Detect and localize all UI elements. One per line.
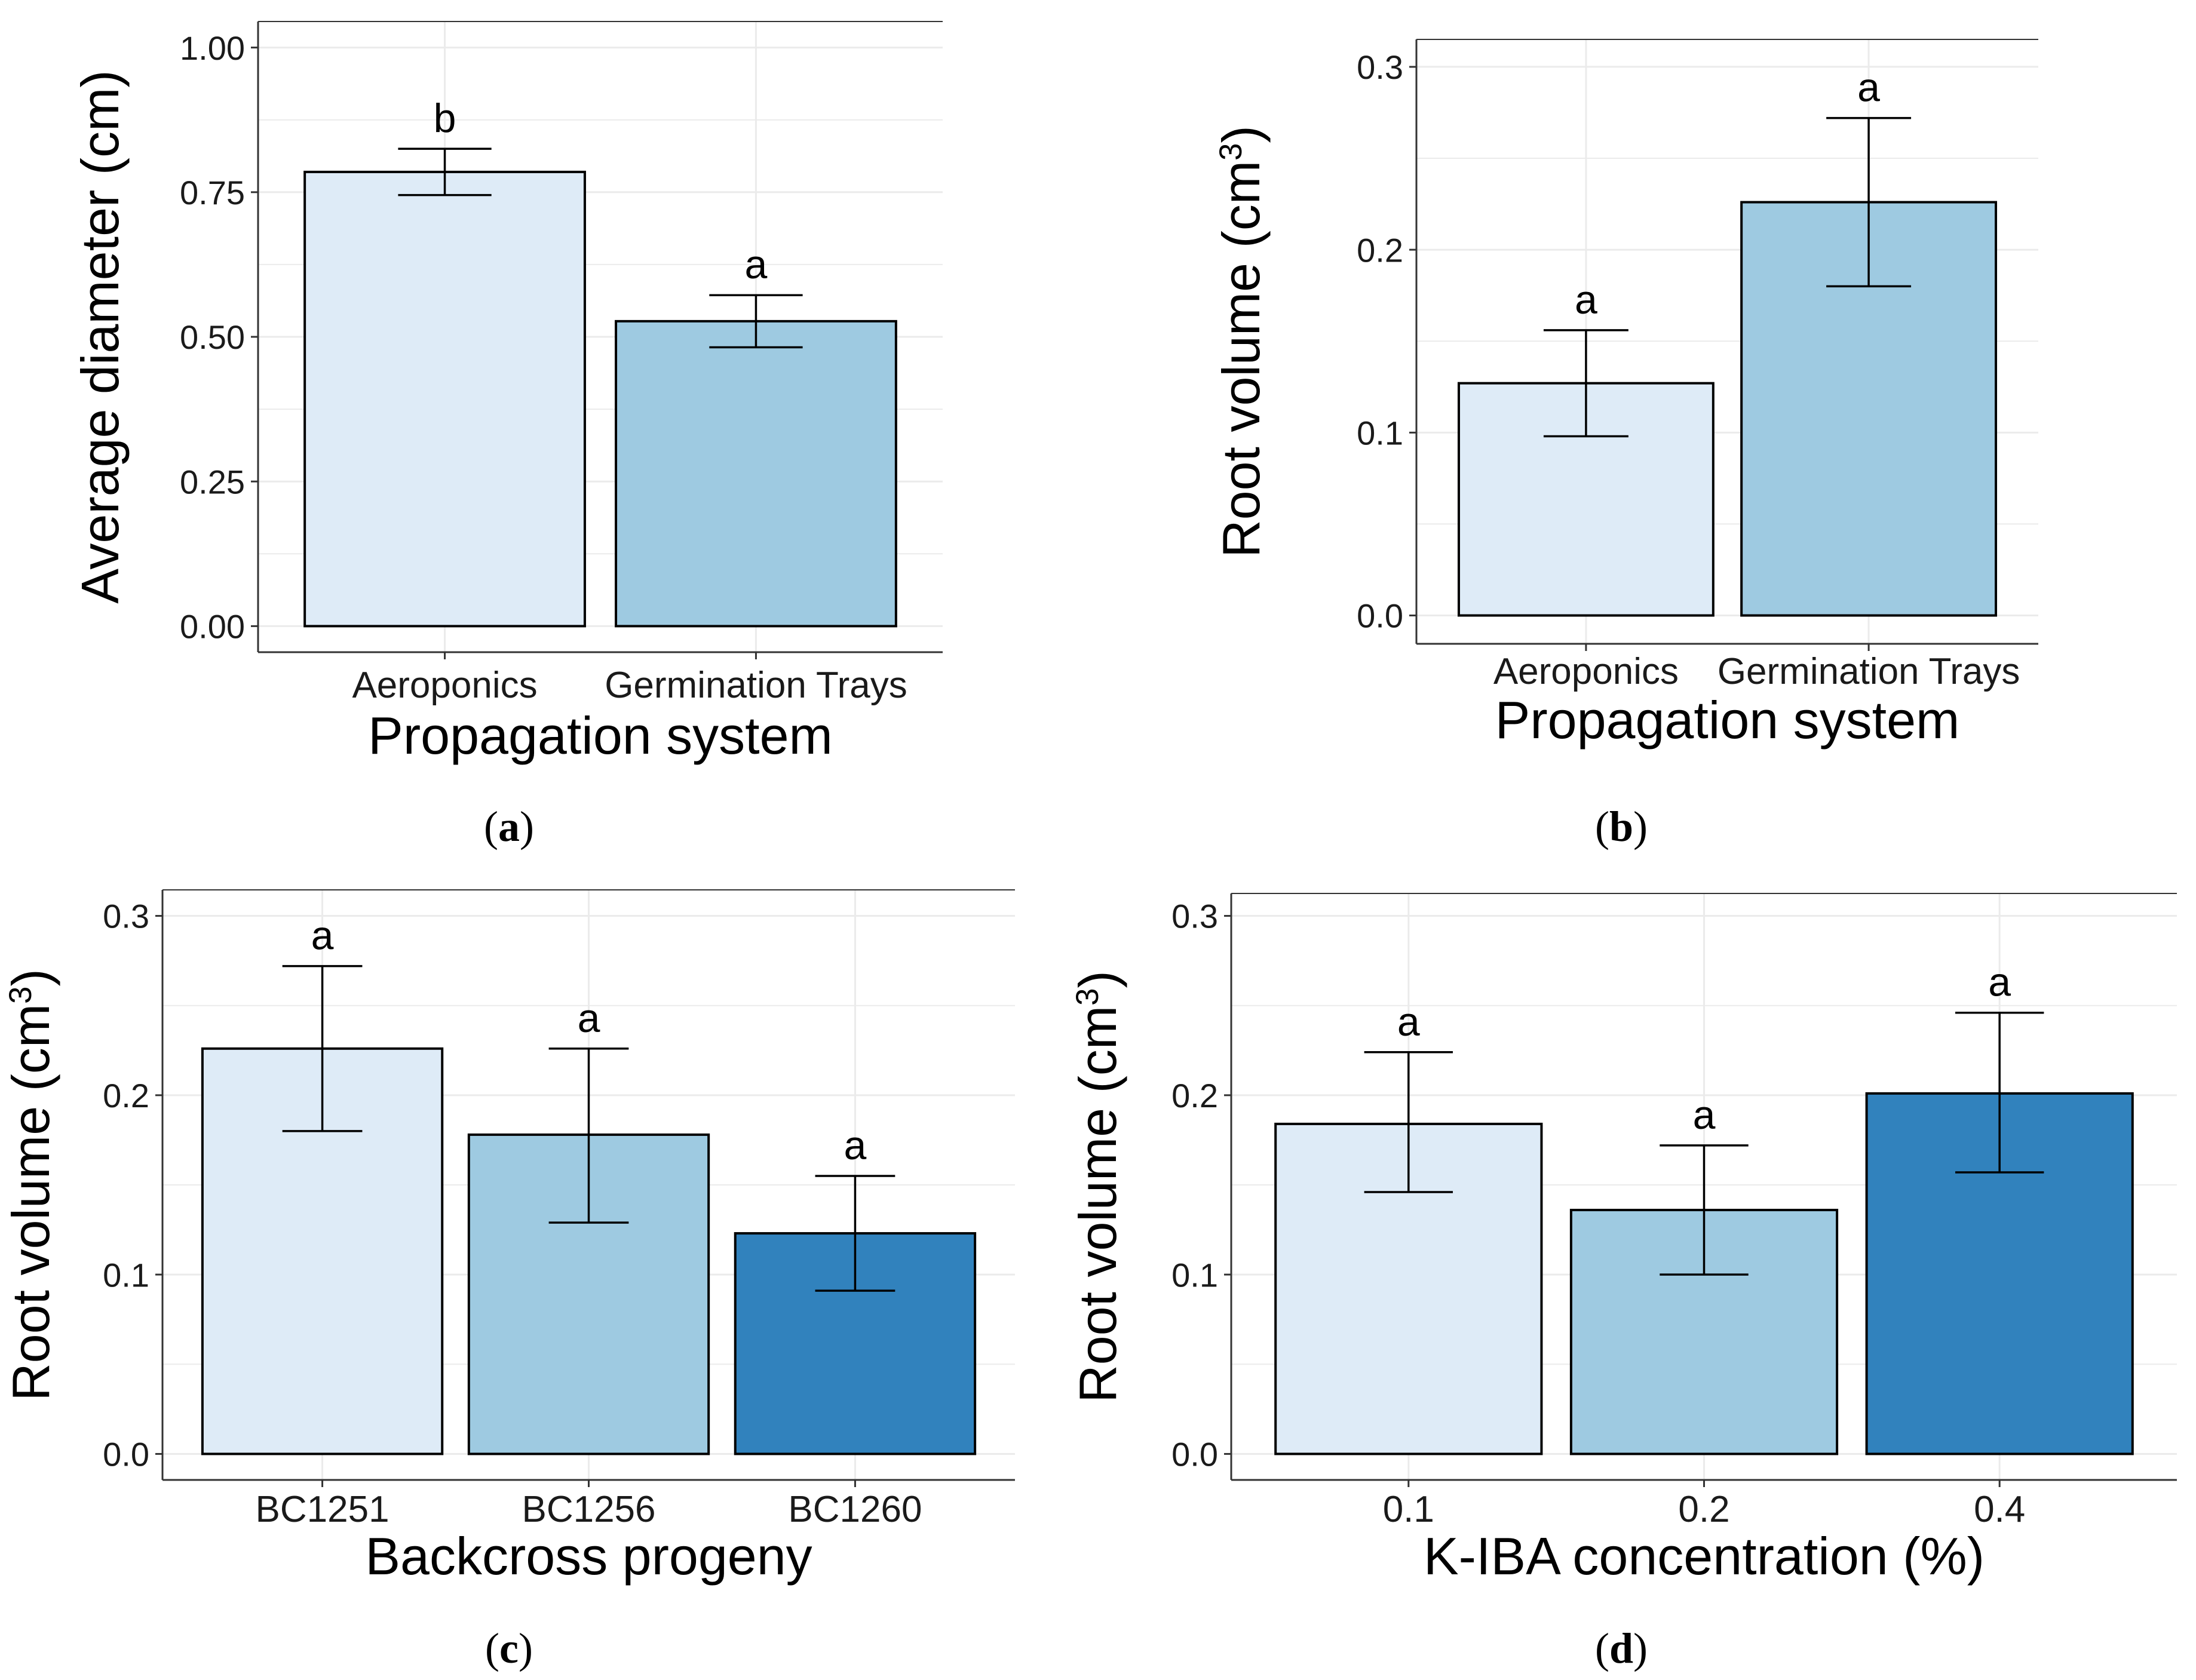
panel-caption-letter: b xyxy=(1609,803,1633,850)
significance-letter: a xyxy=(1397,999,1420,1045)
y-axis-label: Root volume (cm3) xyxy=(1068,970,1127,1403)
panel-caption-close: ) xyxy=(519,1624,533,1672)
significance-letter: b xyxy=(434,96,456,141)
y-tick-label: 0.3 xyxy=(1171,898,1218,935)
significance-letter: a xyxy=(1575,277,1597,323)
y-axis-label-main: Root volume (cm xyxy=(1,1004,60,1401)
y-tick-label: 1.00 xyxy=(180,29,245,67)
significance-letter: a xyxy=(1693,1092,1716,1138)
y-tick-label: 0.1 xyxy=(1171,1256,1218,1294)
panel-b: a Aeroponics a Germination Trays 0.0 0.1 0.2 0.… xyxy=(1212,39,2038,850)
x-tick-label: Aeroponics xyxy=(352,665,537,706)
y-tick-label: 0.50 xyxy=(180,318,245,356)
bar-aeroponics xyxy=(303,170,586,628)
error-bar xyxy=(282,965,363,1132)
y-axis-label-superscript: 3 xyxy=(1070,988,1105,1005)
x-axis-label: Propagation system xyxy=(368,706,833,765)
y-axis-label-main: Average diameter (cm) xyxy=(70,70,130,603)
x-axis-label: Backcross progeny xyxy=(365,1527,812,1586)
y-tick-label: 0.00 xyxy=(180,608,245,646)
significance-letter: a xyxy=(578,996,600,1041)
panel-caption: (b) xyxy=(1595,803,1648,850)
y-tick-label: 0.3 xyxy=(1357,48,1403,86)
significance-letter: a xyxy=(311,913,334,959)
panel-caption-close: ) xyxy=(520,803,534,850)
x-tick-label: BC1251 xyxy=(256,1489,389,1530)
y-axis-label: Root volume (cm3) xyxy=(1212,125,1271,558)
panel-caption-close: ) xyxy=(1633,803,1648,850)
significance-letter: a xyxy=(1988,960,2011,1005)
error-bar xyxy=(1826,116,1912,288)
y-tick-label: 0.75 xyxy=(180,174,245,211)
x-tick-label: BC1260 xyxy=(788,1489,922,1530)
error-bar xyxy=(1660,1144,1749,1276)
y-axis-label-main: Root volume (cm xyxy=(1212,161,1271,558)
y-tick-label: 0.3 xyxy=(103,898,149,935)
panel-caption: (a) xyxy=(484,803,534,850)
panel-caption-letter: c xyxy=(499,1624,519,1672)
y-tick-label: 0.25 xyxy=(180,463,245,500)
x-axis-label: Propagation system xyxy=(1495,690,1960,750)
panel-a: b Aeroponics a Germination Trays 0.00 0.25 0.5… xyxy=(70,21,943,850)
bar-germination-trays xyxy=(615,320,897,628)
panel-caption: (c) xyxy=(485,1624,533,1672)
x-axis-label: K-IBA concentration (%) xyxy=(1424,1527,1985,1586)
x-tick-label: Germination Trays xyxy=(605,665,907,706)
y-axis-label-suffix: ) xyxy=(1212,125,1271,143)
significance-letter: a xyxy=(745,242,768,287)
panel-caption-open: ( xyxy=(484,803,498,850)
y-axis-label: Root volume (cm3) xyxy=(1,969,60,1401)
y-tick-label: 0.0 xyxy=(1357,597,1403,635)
x-tick-label: Germination Trays xyxy=(1717,651,2020,692)
error-bar xyxy=(1955,1011,2044,1174)
y-tick-label: 0.2 xyxy=(1171,1077,1218,1114)
panel-caption-open: ( xyxy=(485,1624,499,1672)
panel-caption-open: ( xyxy=(1595,1624,1609,1672)
y-tick-label: 0.1 xyxy=(103,1256,149,1294)
error-bar xyxy=(1543,329,1628,438)
significance-letter: a xyxy=(844,1123,867,1168)
panel-caption-letter: a xyxy=(498,803,520,850)
panel-d: a 0.1 a 0.2 a 0.4 0.0 0.1 0.2 0.3 K-IBA concentrat… xyxy=(1068,893,2177,1672)
y-axis-label-suffix: ) xyxy=(1,969,60,986)
error-bar xyxy=(815,1175,895,1292)
x-tick-label: Aeroponics xyxy=(1493,651,1679,692)
panel-caption-letter: d xyxy=(1609,1624,1633,1672)
x-tick-label: 0.1 xyxy=(1383,1489,1434,1530)
significance-letter: a xyxy=(1857,65,1880,110)
panel-c: a BC1251 a BC1256 a BC1260 0.0 0.1 0.2 0.3 Backcro… xyxy=(1,889,1015,1672)
y-axis-label-superscript: 3 xyxy=(3,986,38,1003)
y-tick-label: 0.0 xyxy=(1171,1436,1218,1473)
error-bar xyxy=(548,1048,629,1224)
panel-caption-open: ( xyxy=(1595,803,1609,850)
panel-caption-close: ) xyxy=(1633,1624,1648,1672)
y-tick-label: 0.2 xyxy=(1357,231,1403,269)
y-tick-label: 0.1 xyxy=(1357,414,1403,452)
y-axis-label-main: Root volume (cm xyxy=(1068,1006,1127,1403)
panel-caption: (d) xyxy=(1595,1624,1648,1672)
y-tick-label: 0.0 xyxy=(103,1436,149,1473)
x-tick-label: 0.2 xyxy=(1678,1489,1729,1530)
y-axis-label-superscript: 3 xyxy=(1213,143,1249,160)
x-tick-label: 0.4 xyxy=(1974,1489,2025,1530)
error-bar xyxy=(1364,1051,1453,1193)
error-bar xyxy=(709,294,803,349)
y-axis-label: Average diameter (cm) xyxy=(70,70,130,603)
x-tick-label: BC1256 xyxy=(522,1489,655,1530)
error-bar xyxy=(398,148,492,196)
y-tick-label: 0.2 xyxy=(103,1077,149,1114)
y-axis-label-suffix: ) xyxy=(1068,970,1127,988)
